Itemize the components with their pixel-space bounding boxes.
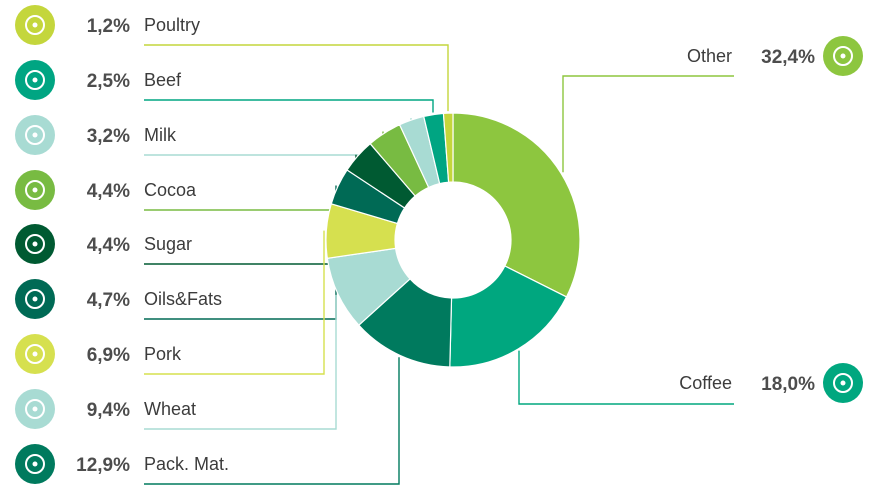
cocoa-bean-icon — [15, 170, 55, 210]
label-other: Other — [687, 46, 732, 66]
cow-icon — [15, 60, 55, 100]
pct-pork: 6,9% — [87, 345, 130, 366]
sparkle-icon — [823, 36, 863, 76]
label-oils-fats: Oils&Fats — [144, 289, 222, 309]
box-icon — [15, 444, 55, 484]
leader-line-other — [563, 76, 734, 172]
wheat-icon — [15, 389, 55, 429]
pct-other: 32,4% — [761, 47, 815, 68]
slice-other — [453, 113, 580, 297]
coffee-bean-icon — [823, 363, 863, 403]
pct-sugar: 4,4% — [87, 235, 130, 256]
leader-lines — [144, 45, 734, 484]
pct-pack-mat: 12,9% — [76, 455, 130, 476]
leader-line-beef — [144, 100, 433, 113]
label-sugar: Sugar — [144, 234, 192, 254]
donut-slices — [326, 113, 580, 367]
milk-bottle-icon — [15, 115, 55, 155]
sugar-icon — [15, 224, 55, 264]
pct-beef: 2,5% — [87, 71, 130, 92]
label-coffee: Coffee — [679, 373, 732, 393]
pct-poultry: 1,2% — [87, 16, 130, 37]
label-milk: Milk — [144, 125, 177, 145]
label-cocoa: Cocoa — [144, 180, 197, 200]
pig-icon — [15, 334, 55, 374]
label-poultry: Poultry — [144, 15, 200, 35]
pct-coffee: 18,0% — [761, 374, 815, 395]
pct-wheat: 9,4% — [87, 400, 130, 421]
chicken-leg-icon — [15, 5, 55, 45]
slice-labels: 1,2% Poultry 2,5% Beef 3,2% Milk 4,4% Cocoa 4,4%… — [15, 5, 863, 484]
pct-milk: 3,2% — [87, 126, 130, 147]
label-pack-mat: Pack. Mat. — [144, 454, 229, 474]
bottle-icon — [15, 279, 55, 319]
leader-line-poultry — [144, 45, 448, 111]
label-pork: Pork — [144, 344, 182, 364]
label-wheat: Wheat — [144, 399, 196, 419]
pct-cocoa: 4,4% — [87, 181, 130, 202]
label-beef: Beef — [144, 70, 182, 90]
pct-oils-fats: 4,7% — [87, 290, 130, 311]
